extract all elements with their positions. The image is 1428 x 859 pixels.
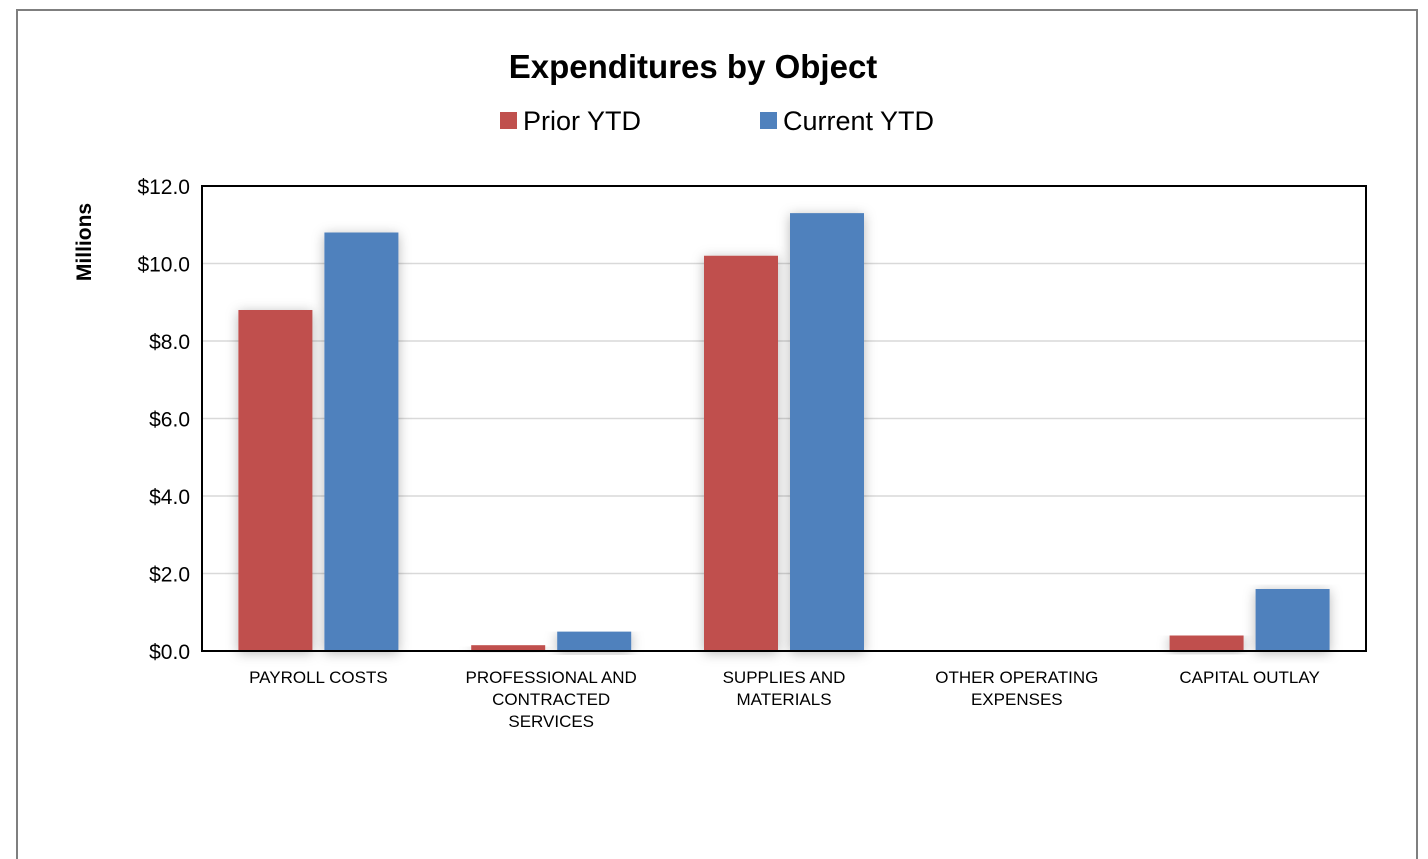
category-label: CONTRACTED — [492, 690, 610, 709]
bar-current-ytd — [324, 232, 399, 651]
y-tick-label: $4.0 — [149, 486, 190, 509]
bar-current-ytd — [557, 631, 632, 651]
y-tick-label: $0.0 — [149, 641, 190, 664]
category-label: SERVICES — [508, 712, 594, 731]
chart-title: Expenditures by Object — [509, 48, 878, 85]
bar-prior-ytd — [238, 310, 313, 651]
legend-swatch-current-ytd — [760, 112, 777, 129]
category-label: PROFESSIONAL AND — [466, 668, 637, 687]
y-tick-label: $8.0 — [149, 331, 190, 354]
category-label: OTHER OPERATING — [935, 668, 1098, 687]
bar-prior-ytd — [704, 255, 778, 651]
bar-prior-ytd — [471, 645, 546, 651]
y-axis-label: Millions — [73, 203, 96, 281]
category-label: SUPPLIES AND — [723, 668, 846, 687]
legend-label-prior-ytd: Prior YTD — [523, 106, 641, 136]
plot-area-border — [201, 185, 1367, 652]
y-tick-label: $10.0 — [137, 254, 190, 277]
y-tick-label: $6.0 — [149, 409, 190, 432]
bars — [238, 213, 1330, 651]
legend-swatch-prior-ytd — [500, 112, 517, 129]
category-label: EXPENSES — [971, 690, 1063, 709]
bar-current-ytd — [1255, 589, 1330, 651]
category-label: PAYROLL COSTS — [249, 668, 388, 687]
y-tick-label: $2.0 — [149, 564, 190, 587]
bar-prior-ytd — [1169, 635, 1244, 651]
legend-label-current-ytd: Current YTD — [783, 106, 934, 136]
category-label: MATERIALS — [736, 690, 831, 709]
legend: Prior YTD Current YTD — [500, 106, 934, 136]
category-labels: PAYROLL COSTS PROFESSIONAL AND CONTRACTED S… — [249, 668, 1320, 731]
y-tick-label: $12.0 — [137, 176, 190, 199]
y-axis-ticks: $0.0 $2.0 $4.0 $6.0 $8.0 $10.0 $12.0 — [137, 176, 190, 664]
category-label: CAPITAL OUTLAY — [1179, 668, 1319, 687]
bar-current-ytd — [790, 213, 864, 651]
